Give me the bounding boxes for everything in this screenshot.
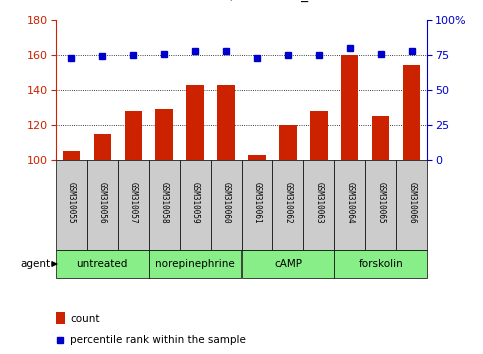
Text: GSM310055: GSM310055 <box>67 182 75 224</box>
Bar <box>334 160 366 250</box>
Text: GSM310056: GSM310056 <box>98 182 107 224</box>
Bar <box>56 312 65 324</box>
Bar <box>341 55 358 160</box>
Bar <box>366 160 397 250</box>
Text: GDS3702 / 1373653_at: GDS3702 / 1373653_at <box>161 0 322 2</box>
Bar <box>211 160 242 250</box>
Text: GSM310059: GSM310059 <box>190 182 199 224</box>
Text: GSM310060: GSM310060 <box>222 182 230 224</box>
Text: norepinephrine: norepinephrine <box>155 259 235 269</box>
Bar <box>334 250 427 278</box>
Text: untreated: untreated <box>76 259 128 269</box>
Bar <box>186 85 203 160</box>
Text: count: count <box>71 314 100 324</box>
Text: GSM310063: GSM310063 <box>314 182 324 224</box>
Text: GSM310062: GSM310062 <box>284 182 293 224</box>
Bar <box>149 160 180 250</box>
Bar <box>62 151 80 160</box>
Bar <box>272 160 303 250</box>
Text: GSM310066: GSM310066 <box>408 182 416 224</box>
Bar <box>242 250 334 278</box>
Bar <box>311 111 327 160</box>
Bar <box>280 125 297 160</box>
Bar <box>303 160 334 250</box>
Bar <box>149 250 242 278</box>
Bar <box>397 160 427 250</box>
Text: GSM310057: GSM310057 <box>128 182 138 224</box>
Bar <box>217 85 235 160</box>
Bar <box>56 250 149 278</box>
Bar <box>372 116 389 160</box>
Bar <box>94 134 111 160</box>
Text: GSM310065: GSM310065 <box>376 182 385 224</box>
Text: GSM310058: GSM310058 <box>159 182 169 224</box>
Bar <box>86 160 117 250</box>
Bar <box>125 111 142 160</box>
Text: percentile rank within the sample: percentile rank within the sample <box>71 335 246 345</box>
Bar <box>242 160 272 250</box>
Text: GSM310064: GSM310064 <box>345 182 355 224</box>
Bar <box>248 155 266 160</box>
Text: GSM310061: GSM310061 <box>253 182 261 224</box>
Text: forskolin: forskolin <box>358 259 403 269</box>
Text: agent: agent <box>21 259 51 269</box>
Bar <box>403 65 421 160</box>
Bar <box>117 160 149 250</box>
Text: cAMP: cAMP <box>274 259 302 269</box>
Bar <box>156 109 172 160</box>
Bar <box>56 160 86 250</box>
Bar <box>180 160 211 250</box>
